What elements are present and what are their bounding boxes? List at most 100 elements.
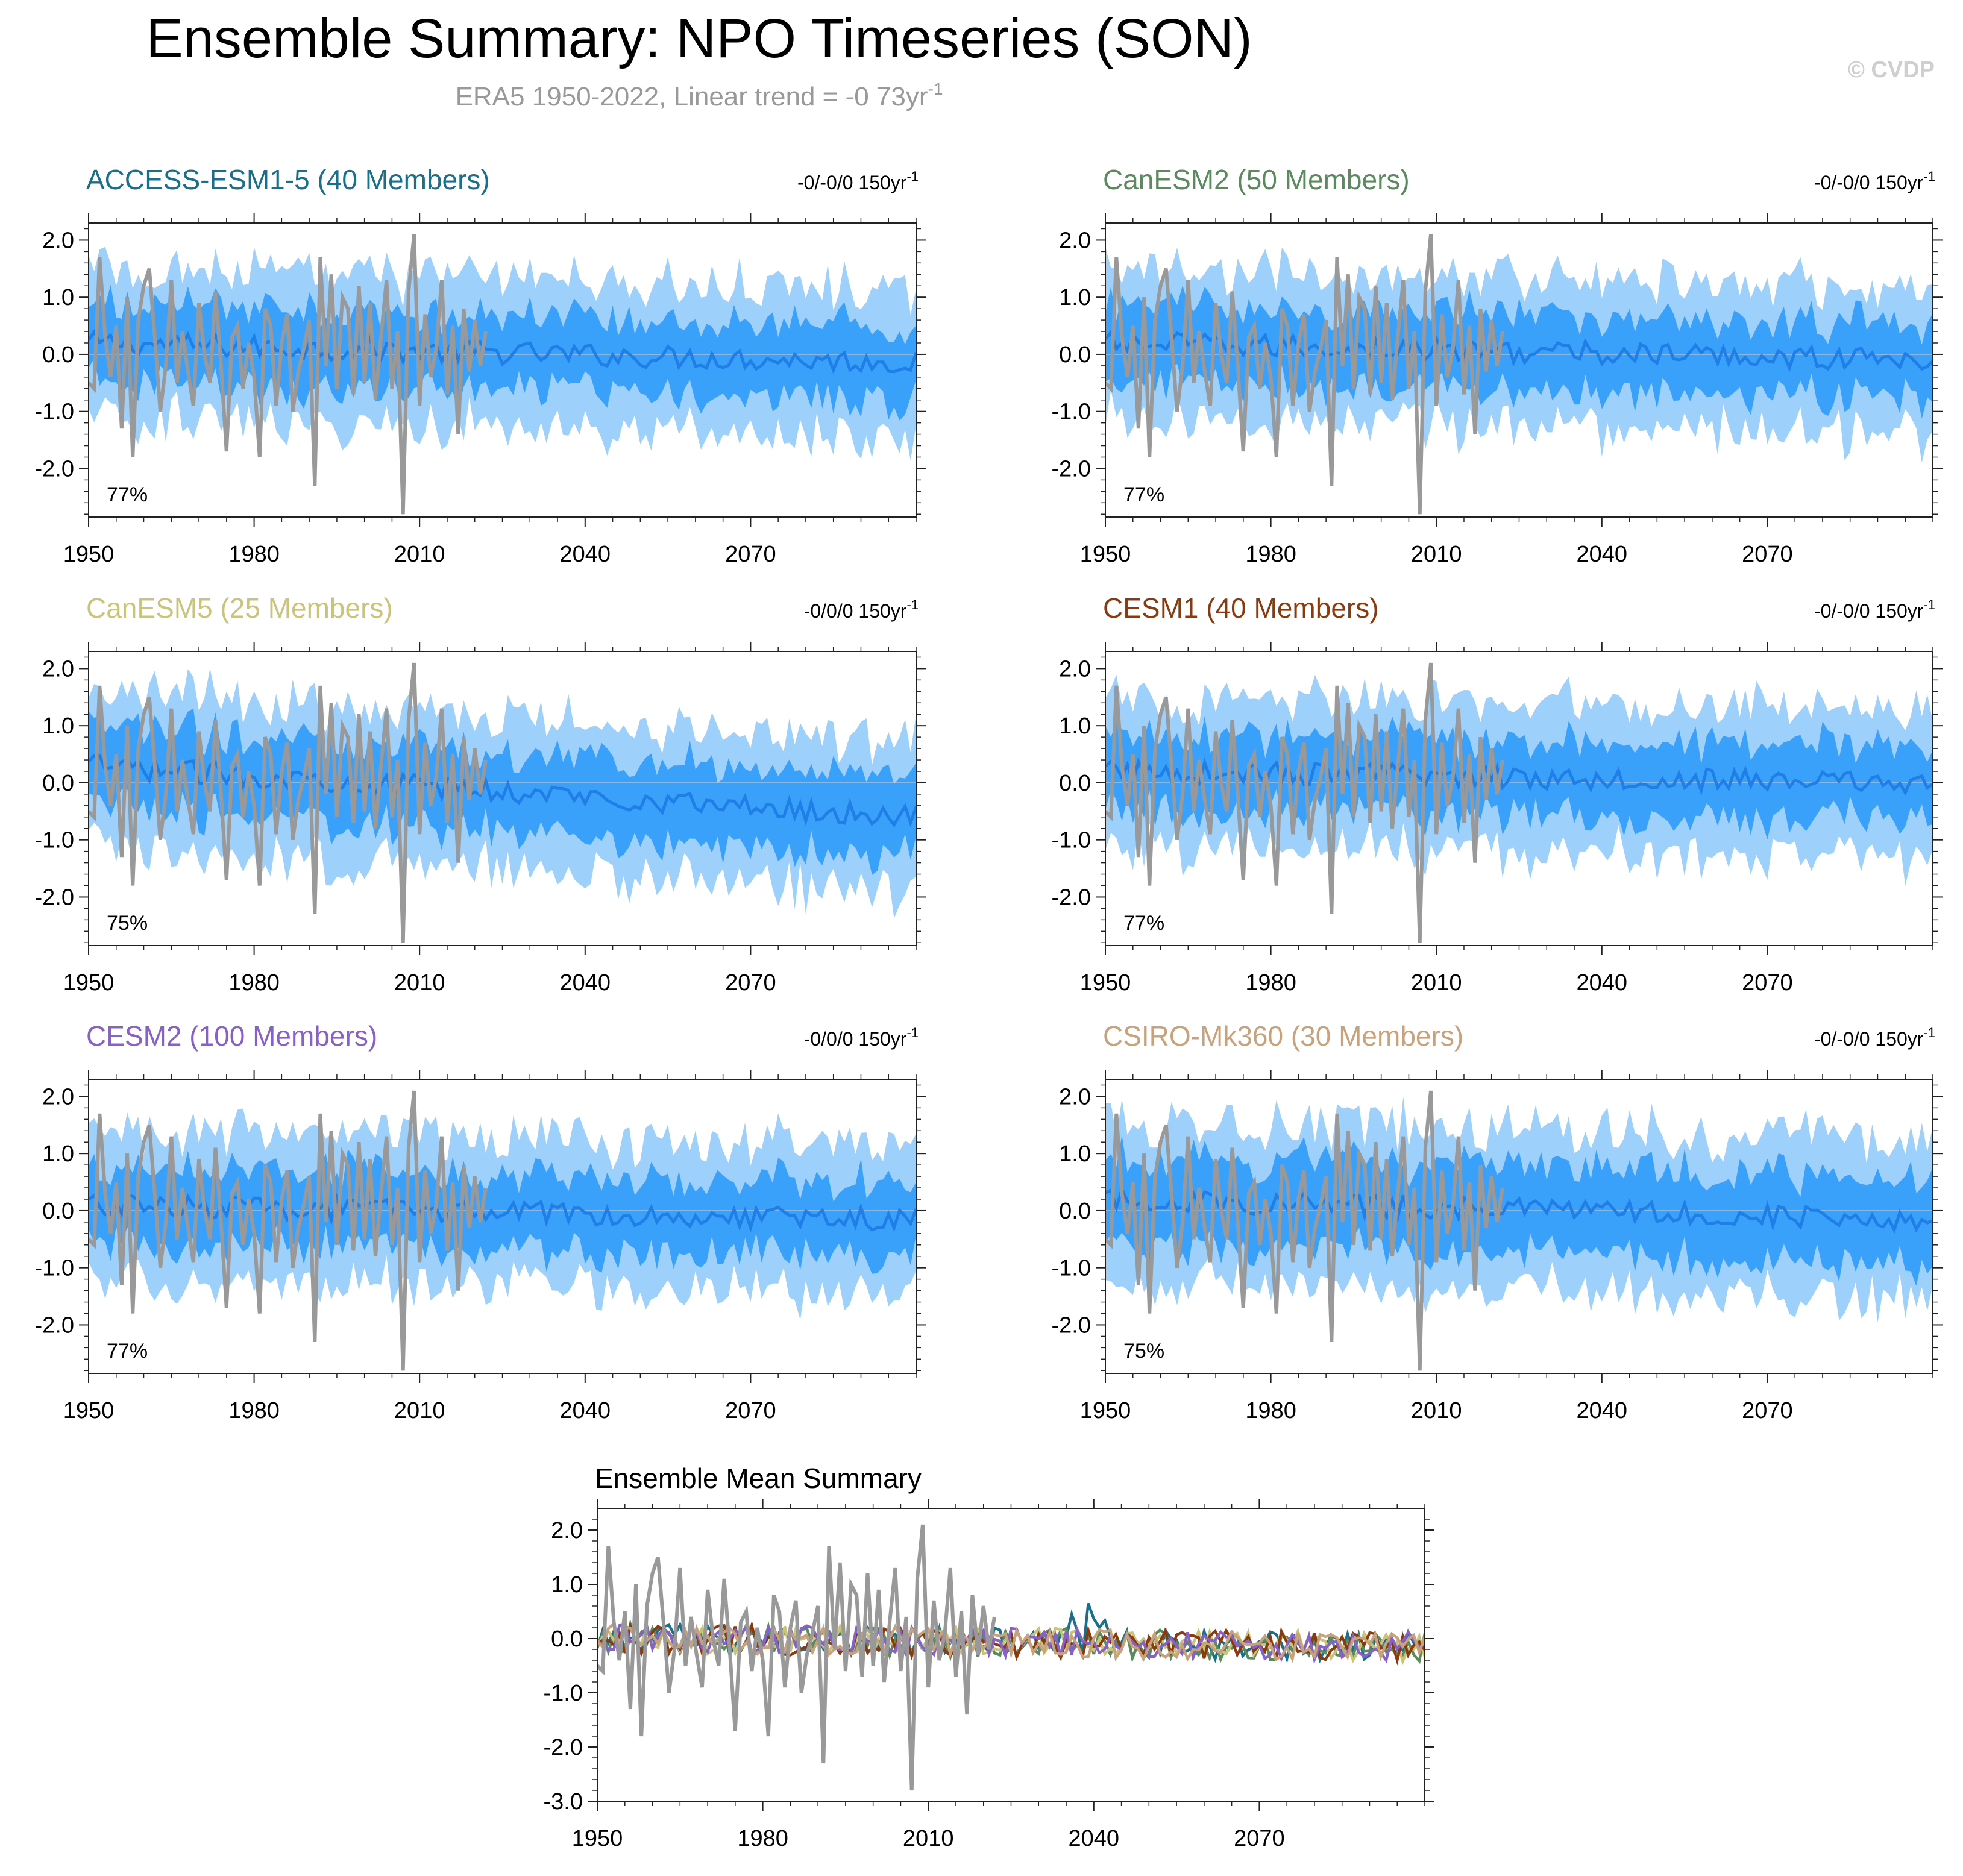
panel-3-inner-band xyxy=(89,708,916,875)
panel-3-ensemble-mean-line xyxy=(89,754,916,828)
cvdp-watermark: © CVDP xyxy=(1848,57,1935,83)
panel-3-ytick-label: -1.0 xyxy=(35,828,74,853)
panel-7-ytick-label: 1.0 xyxy=(551,1572,583,1598)
panel-4-percent-label: 77% xyxy=(1123,912,1164,935)
panel-6-xtick-label: 2010 xyxy=(1411,1398,1462,1423)
panel-1-xtick-label: 1950 xyxy=(63,542,115,567)
panel-4-xtick-label: 1980 xyxy=(1245,970,1296,996)
panel-3: 2.0 1.0 0.0 -1.0 -2.0 1950 1980 2010 2040 2070 Can… xyxy=(35,592,926,996)
panel-4-plot-area xyxy=(1105,662,1933,943)
panel-5-xtick-label: 2010 xyxy=(394,1398,445,1423)
panel-3-ytick-label: 2.0 xyxy=(42,656,74,682)
panel-1-ytick-label: 2.0 xyxy=(42,228,74,253)
panel-5-trend-text: -0/0/0 150yr xyxy=(804,1028,907,1050)
panel-4-trend-sup: -1 xyxy=(1923,597,1935,612)
panel-5-xtick-label: 1950 xyxy=(63,1398,115,1423)
panel-4-ensemble-mean-line xyxy=(1105,757,1933,796)
panel-6-trend: -0/-0/0 150yr-1 xyxy=(1814,1025,1935,1050)
panel-7-xtick-label: 1950 xyxy=(572,1826,623,1851)
panel-2-xtick-label: 2070 xyxy=(1742,542,1793,567)
panel-1-percent-label: 77% xyxy=(107,483,148,506)
panel-3-trend: -0/0/0 150yr-1 xyxy=(804,597,919,622)
panels: 2.0 1.0 0.0 -1.0 -2.0 1950 1980 2010 2040 2070 ACC… xyxy=(35,164,1943,1851)
panel-4-xtick-label: 2040 xyxy=(1577,970,1628,996)
panel-3-xtick-label: 1980 xyxy=(228,970,280,996)
panel-7-series-era5 xyxy=(597,1524,996,1791)
panel-3-ytick-label: -2.0 xyxy=(35,885,74,910)
panel-3-xtick-label: 2070 xyxy=(725,970,776,996)
panel-4-trend-text: -0/-0/0 150yr xyxy=(1814,600,1924,622)
panel-2-observations-line xyxy=(1105,234,1504,515)
panel-6-ytick-label: -2.0 xyxy=(1052,1313,1091,1338)
panel-4-title: CESM1 (40 Members) xyxy=(1103,592,1379,624)
panel-5-ytick-label: -2.0 xyxy=(35,1313,74,1338)
panel-6-trend-text: -0/-0/0 150yr xyxy=(1814,1028,1924,1050)
figure-title: Ensemble Summary: NPO Timeseries (SON) xyxy=(146,8,1252,69)
panel-6-ytick-label: 2.0 xyxy=(1059,1084,1091,1109)
panel-2-ytick-label: 1.0 xyxy=(1059,285,1091,310)
panel-6-ytick-label: 0.0 xyxy=(1059,1199,1091,1224)
panel-5-plot-area xyxy=(89,1090,916,1371)
panel-2: 2.0 1.0 0.0 -1.0 -2.0 1950 1980 2010 2040 2070 Can… xyxy=(1052,164,1943,567)
panel-1: 2.0 1.0 0.0 -1.0 -2.0 1950 1980 2010 2040 2070 ACC… xyxy=(35,164,926,567)
panel-2-xtick-label: 1980 xyxy=(1245,542,1296,567)
panel-6-trend-sup: -1 xyxy=(1923,1025,1935,1040)
panel-6-plot-area xyxy=(1105,1090,1933,1371)
panel-3-xtick-label: 1950 xyxy=(63,970,115,996)
panel-7-ytick-label: -1.0 xyxy=(544,1681,583,1706)
panel-4-ytick-label: 0.0 xyxy=(1059,771,1091,796)
panel-7-xtick-label: 2040 xyxy=(1069,1826,1120,1851)
panel-2-title: CanESM2 (50 Members) xyxy=(1103,164,1410,195)
panel-7-title: Ensemble Mean Summary xyxy=(595,1463,922,1494)
panel-6-xtick-label: 2040 xyxy=(1577,1398,1628,1423)
panel-5-ytick-label: -1.0 xyxy=(35,1256,74,1281)
panel-5-ytick-label: 1.0 xyxy=(42,1141,74,1167)
panel-6-ytick-label: -1.0 xyxy=(1052,1256,1091,1281)
panel-1-xtick-label: 2010 xyxy=(394,542,445,567)
panel-6-xtick-label: 1950 xyxy=(1080,1398,1131,1423)
panel-5-ytick-label: 0.0 xyxy=(42,1199,74,1224)
panel-3-xtick-label: 2040 xyxy=(560,970,611,996)
panel-5-title: CESM2 (100 Members) xyxy=(86,1020,377,1052)
panel-1-plot-area xyxy=(89,234,916,515)
panel-6: 2.0 1.0 0.0 -1.0 -2.0 1950 1980 2010 2040 2070 CSI… xyxy=(1052,1020,1943,1423)
panel-7-xtick-label: 2010 xyxy=(903,1826,954,1851)
panel-2-ytick-label: -2.0 xyxy=(1052,456,1091,482)
panel-5-xtick-label: 1980 xyxy=(228,1398,280,1423)
panel-1-ytick-label: 1.0 xyxy=(42,285,74,310)
panel-5-trend-sup: -1 xyxy=(906,1025,919,1040)
panel-7-ytick-label: -2.0 xyxy=(544,1735,583,1760)
panel-1-ytick-label: -1.0 xyxy=(35,400,74,425)
panel-4-xtick-label: 1950 xyxy=(1080,970,1131,996)
panel-1-xtick-label: 2070 xyxy=(725,542,776,567)
panel-3-percent-label: 75% xyxy=(107,912,148,935)
figure-subtitle: ERA5 1950-2022, Linear trend = -0 73yr-1 xyxy=(456,80,943,111)
panel-7-ytick-label: -3.0 xyxy=(544,1789,583,1815)
panel-4-ytick-label: -1.0 xyxy=(1052,828,1091,853)
panel-4-xtick-label: 2070 xyxy=(1742,970,1793,996)
panel-5-observations-line xyxy=(89,1090,488,1371)
panel-4-ytick-label: -2.0 xyxy=(1052,885,1091,910)
panel-3-title: CanESM5 (25 Members) xyxy=(86,592,393,624)
panel-3-xtick-label: 2010 xyxy=(394,970,445,996)
panel-6-title: CSIRO-Mk360 (30 Members) xyxy=(1103,1020,1463,1052)
panel-4-observations-line xyxy=(1105,662,1504,943)
panel-2-ytick-label: -1.0 xyxy=(1052,400,1091,425)
panel-4-trend: -0/-0/0 150yr-1 xyxy=(1814,597,1935,622)
panel-6-ytick-label: 1.0 xyxy=(1059,1141,1091,1167)
panel-1-title: ACCESS-ESM1-5 (40 Members) xyxy=(86,164,490,195)
panel-3-observations-line xyxy=(89,662,488,943)
panel-6-xtick-label: 1980 xyxy=(1245,1398,1296,1423)
panel-5-ytick-label: 2.0 xyxy=(42,1084,74,1109)
panel-1-trend: -0/-0/0 150yr-1 xyxy=(797,169,919,193)
panel-5-xtick-label: 2070 xyxy=(725,1398,776,1423)
panel-7-xtick-label: 2070 xyxy=(1234,1826,1285,1851)
panel-3-ytick-label: 1.0 xyxy=(42,714,74,739)
panel-2-plot-area xyxy=(1105,234,1933,515)
panel-7-plot-area xyxy=(597,1524,1425,1791)
panel-5: 2.0 1.0 0.0 -1.0 -2.0 1950 1980 2010 2040 2070 CES… xyxy=(35,1020,926,1423)
panel-6-ensemble-mean-line xyxy=(1105,1185,1933,1234)
panel-1-observations-line xyxy=(89,234,488,515)
panel-6-observations-line xyxy=(1105,1090,1504,1371)
panel-2-xtick-label: 2010 xyxy=(1411,542,1462,567)
